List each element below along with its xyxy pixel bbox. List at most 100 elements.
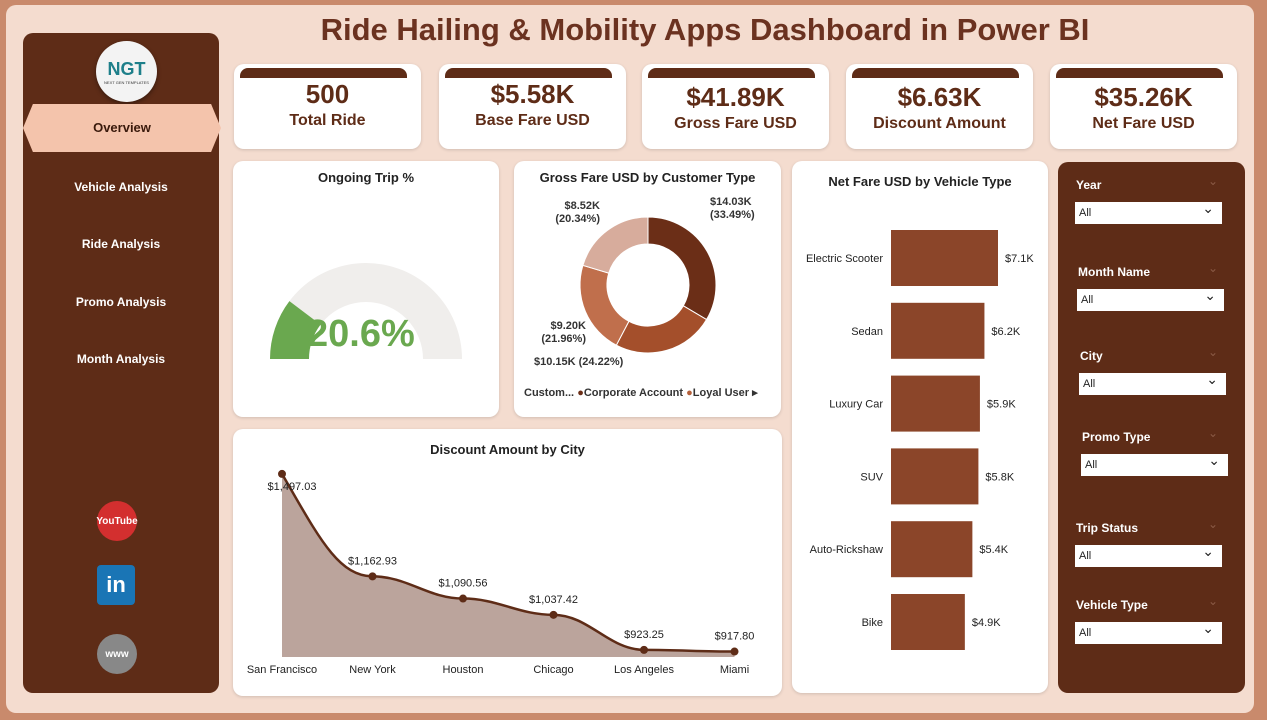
- slicer-dropdown[interactable]: All: [1079, 371, 1226, 395]
- bar-data-label: $7.1K: [1005, 253, 1034, 265]
- slicer-dropdown[interactable]: All: [1077, 287, 1224, 311]
- legend-dot-loyal: ●: [686, 387, 693, 399]
- sidebar: NGT NEXT GEN TEMPLATES Overview Vehicle A…: [23, 33, 221, 693]
- bar-data-label: $5.4K: [979, 544, 1008, 556]
- x-tick-label: New York: [349, 664, 396, 676]
- slicer-dropdown[interactable]: All: [1075, 543, 1222, 567]
- donut-data-label: $9.20K: [551, 320, 587, 332]
- chevron-down-icon[interactable]: ⌄: [1208, 594, 1219, 608]
- slicer-label: Vehicle Type: [1076, 598, 1148, 612]
- slicer-dropdown[interactable]: All: [1075, 620, 1222, 644]
- kpi-header-bar: [648, 68, 815, 78]
- bar: [891, 448, 979, 505]
- chevron-down-icon[interactable]: ⌄: [1208, 517, 1219, 531]
- y-tick-label: Auto-Rickshaw: [810, 544, 883, 556]
- gauge-title: Ongoing Trip %: [317, 170, 415, 185]
- bar-chart: Electric Scooter $7.1K Sedan $6.2K Luxury Ca…: [806, 230, 1034, 650]
- data-point: [278, 469, 286, 478]
- slicer-label: Month Name: [1078, 265, 1150, 279]
- data-label: $917.80: [715, 631, 755, 643]
- chevron-down-icon[interactable]: ⌄: [1208, 261, 1219, 275]
- x-tick-label: San Francisco: [247, 664, 317, 676]
- data-point: [640, 645, 648, 654]
- net-fare-by-vehicle-card: Net Fare USD by Vehicle Type Electric Sc…: [792, 161, 1048, 693]
- linkedin-icon[interactable]: in: [97, 565, 135, 605]
- donut-legend: Custom... ●Corporate Account ●Loyal User…: [524, 386, 758, 399]
- area-chart-title: Discount Amount by City: [430, 442, 585, 457]
- slicer-label: Promo Type: [1082, 430, 1151, 444]
- donut-slice: [579, 264, 630, 346]
- y-tick-label: SUV: [860, 471, 883, 483]
- slicer-dropdown[interactable]: All: [1075, 200, 1222, 224]
- nav-overview[interactable]: Overview: [23, 104, 221, 152]
- data-label: $1,162.93: [348, 555, 397, 567]
- chevron-down-icon[interactable]: ⌄: [1208, 426, 1219, 440]
- x-tick-label: Chicago: [533, 664, 573, 676]
- x-tick-label: Miami: [720, 664, 749, 676]
- legend-item[interactable]: Loyal User: [692, 387, 750, 399]
- bar-data-label: $5.8K: [985, 471, 1014, 483]
- bar-data-label: $4.9K: [972, 617, 1001, 629]
- donut-data-label: $8.52K: [565, 200, 601, 212]
- slicer-panel: Year ⌄ All Month Name ⌄ All City ⌄ All Promo Type…: [1058, 162, 1245, 693]
- donut-data-pct: (20.34%): [555, 213, 600, 225]
- data-label: $923.25: [624, 629, 664, 641]
- gauge-value: 20.6%: [307, 313, 415, 355]
- youtube-icon[interactable]: YouTube: [96, 501, 138, 541]
- legend-next-icon[interactable]: ▸: [752, 387, 758, 399]
- gross-fare-donut-card: Gross Fare USD by Customer Type $14.03K(…: [514, 161, 781, 417]
- bar-data-label: $6.2K: [991, 326, 1020, 338]
- kpi-value: $6.63K: [897, 82, 982, 112]
- bar: [891, 521, 973, 578]
- data-point: [549, 610, 558, 619]
- donut-chart: $14.03K(33.49%) $10.15K (24.22%) $9.20K(21…: [534, 196, 755, 368]
- slicer-label: City: [1080, 349, 1103, 363]
- donut-data-label: $10.15K (24.22%): [534, 356, 624, 368]
- kpi-card: $6.63K Discount Amount: [846, 64, 1033, 149]
- data-label: $1,497.03: [268, 481, 317, 493]
- y-tick-label: Luxury Car: [829, 399, 883, 411]
- y-tick-label: Electric Scooter: [806, 253, 883, 265]
- donut-data-pct: (21.96%): [541, 333, 586, 345]
- gauge-fill: [270, 301, 321, 359]
- globe-icon[interactable]: www: [97, 634, 137, 674]
- nav-month-analysis[interactable]: Month Analysis: [76, 352, 166, 366]
- legend-dot-corporate: ●: [577, 387, 584, 399]
- kpi-value: $5.58K: [490, 79, 575, 109]
- chevron-down-icon[interactable]: ⌄: [1208, 345, 1219, 359]
- bar-data-label: $5.9K: [987, 399, 1016, 411]
- kpi-value: 500: [305, 79, 350, 109]
- x-tick-label: Los Angeles: [614, 664, 674, 676]
- y-tick-label: Bike: [862, 617, 883, 629]
- bar-chart-title: Net Fare USD by Vehicle Type: [828, 174, 1012, 189]
- kpi-value: $41.89K: [686, 82, 785, 112]
- donut-slice: [647, 216, 717, 321]
- data-point: [730, 647, 739, 656]
- chevron-down-icon[interactable]: ⌄: [1208, 174, 1219, 188]
- kpi-value: $35.26K: [1094, 82, 1193, 112]
- page-title: Ride Hailing & Mobility Apps Dashboard i…: [320, 12, 1090, 47]
- slicer-label: Year: [1076, 178, 1102, 192]
- data-label: $1,037.42: [529, 594, 578, 606]
- bar: [891, 594, 965, 650]
- bar: [891, 375, 980, 432]
- nav-ride-analysis[interactable]: Ride Analysis: [81, 237, 161, 251]
- legend-item[interactable]: Corporate Account: [583, 387, 684, 399]
- kpi-card: $5.58K Base Fare USD: [439, 64, 626, 149]
- slicer-dropdown[interactable]: All: [1081, 452, 1228, 476]
- slicer-label: Trip Status: [1076, 521, 1139, 535]
- kpi-header-bar: [240, 68, 407, 78]
- discount-by-city-card: Discount Amount by City $1,497.03 San Fra…: [233, 429, 782, 696]
- bar: [891, 302, 985, 359]
- donut-slice: [582, 216, 649, 274]
- data-label: $1,090.56: [439, 578, 488, 590]
- nav-vehicle-analysis[interactable]: Vehicle Analysis: [74, 180, 168, 194]
- nav-promo-analysis[interactable]: Promo Analysis: [75, 295, 167, 309]
- kpi-card: 500 Total Ride: [234, 64, 421, 149]
- area-fill: [282, 473, 735, 657]
- x-tick-label: Houston: [443, 664, 484, 676]
- bar: [891, 230, 998, 286]
- legend-title: Custom...: [524, 387, 575, 399]
- donut-data-pct: (33.49%): [710, 209, 755, 221]
- donut-data-label: $14.03K: [710, 196, 752, 208]
